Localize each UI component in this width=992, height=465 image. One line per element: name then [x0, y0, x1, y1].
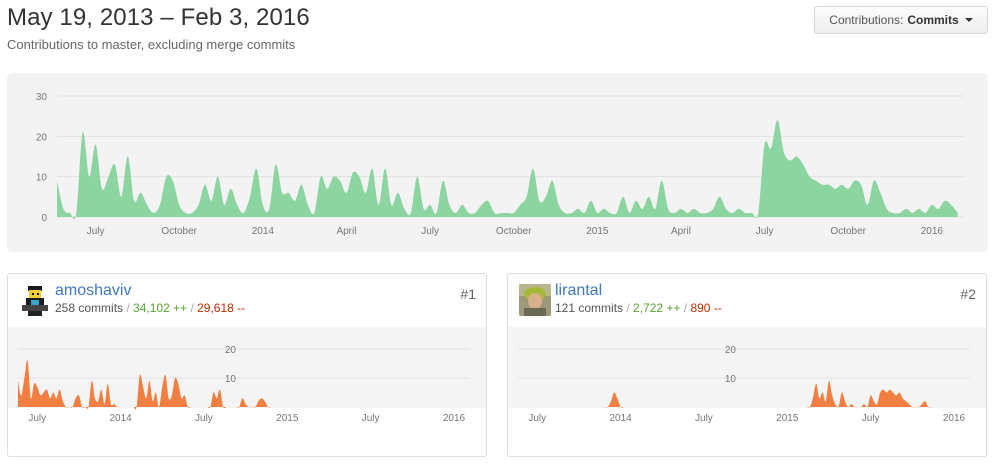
deletions-count: 29,618 -- [197, 301, 246, 315]
contributor-name-link[interactable]: amoshaviv [55, 282, 132, 299]
commit-count: 121 commits [555, 301, 624, 315]
lego-figure-avatar-icon [19, 284, 51, 316]
x-tick-label: July [195, 413, 213, 424]
stats-separator: / [683, 301, 691, 315]
contributions-value: Commits [907, 13, 959, 27]
caret-down-icon [964, 18, 973, 22]
date-range-title: May 19, 2013 – Feb 3, 2016 [7, 4, 310, 31]
x-tick-label: 2015 [776, 413, 799, 424]
x-tick-label: 2014 [609, 413, 632, 424]
main-chart-svg: 0 10 20 30 July October 2014 April July October 20… [36, 92, 964, 237]
avatar[interactable] [19, 284, 51, 316]
area-series [518, 380, 967, 408]
y-tick-label: 20 [225, 345, 237, 356]
x-tick-label: October [830, 226, 866, 237]
contributor-card: amoshaviv 258 commits / 34,102 ++ / 29,6… [7, 273, 487, 457]
stats-separator: / [126, 301, 134, 315]
photo-avatar-icon [519, 284, 551, 316]
x-tick-label: 2015 [276, 413, 299, 424]
contributor-card-header: lirantal 121 commits / 2,722 ++ / 890 --… [508, 274, 986, 327]
x-tick-label: 2014 [252, 226, 275, 237]
contributions-label: Contributions: [829, 13, 904, 27]
x-tick-label: 2015 [586, 226, 609, 237]
y-tick-label: 20 [36, 132, 48, 143]
x-tick-label: April [671, 226, 691, 237]
contributor-stats: 258 commits / 34,102 ++ / 29,618 -- [55, 301, 245, 315]
contributions-main-chart[interactable]: 0 10 20 30 July October 2014 April July October 20… [7, 73, 988, 252]
contributor-card: lirantal 121 commits / 2,722 ++ / 890 --… [507, 273, 987, 457]
x-tick-label: 2014 [109, 413, 132, 424]
contributor-rank: #2 [960, 286, 976, 302]
x-tick-label: July [421, 226, 439, 237]
deletions-count: 890 -- [690, 301, 722, 315]
x-tick-label: 2016 [921, 226, 944, 237]
contributions-dropdown-button[interactable]: Contributions: Commits [814, 6, 988, 34]
contributor-chart: 10 20 July 2014 July 2015 July 2016 [508, 327, 986, 424]
x-tick-label: July [695, 413, 713, 424]
x-tick-label: October [496, 226, 532, 237]
x-tick-label: July [528, 413, 546, 424]
contributor-rank: #1 [460, 286, 476, 302]
x-tick-label: April [336, 226, 356, 237]
area-series [18, 360, 467, 410]
y-tick-label: 20 [725, 345, 737, 356]
chart-background [508, 327, 986, 408]
chart-background [8, 327, 486, 408]
y-tick-label: 10 [225, 374, 237, 385]
contributor-stats: 121 commits / 2,722 ++ / 890 -- [555, 301, 722, 315]
area-series [57, 120, 958, 220]
x-tick-label: July [862, 413, 880, 424]
avatar[interactable] [519, 284, 551, 316]
x-tick-label: 2016 [943, 413, 966, 424]
y-tick-label: 0 [41, 213, 47, 224]
date-range-subtitle: Contributions to master, excluding merge… [7, 37, 296, 52]
additions-count: 2,722 ++ [633, 301, 681, 315]
y-tick-label: 10 [36, 173, 48, 184]
x-tick-label: July [28, 413, 46, 424]
x-tick-label: July [87, 226, 105, 237]
y-tick-label: 10 [725, 374, 737, 385]
contributor-card-header: amoshaviv 258 commits / 34,102 ++ / 29,6… [8, 274, 486, 327]
commit-count: 258 commits [55, 301, 124, 315]
stats-separator: / [626, 301, 634, 315]
additions-count: 34,102 ++ [133, 301, 188, 315]
x-tick-label: July [756, 226, 774, 237]
contributor-chart: 10 20 July 2014 July 2015 July 2016 [8, 327, 486, 424]
x-tick-label: July [362, 413, 380, 424]
stats-separator: / [190, 301, 198, 315]
contributor-name-link[interactable]: lirantal [555, 282, 603, 299]
y-tick-label: 30 [36, 92, 48, 103]
x-tick-label: October [161, 226, 197, 237]
x-tick-label: 2016 [443, 413, 466, 424]
